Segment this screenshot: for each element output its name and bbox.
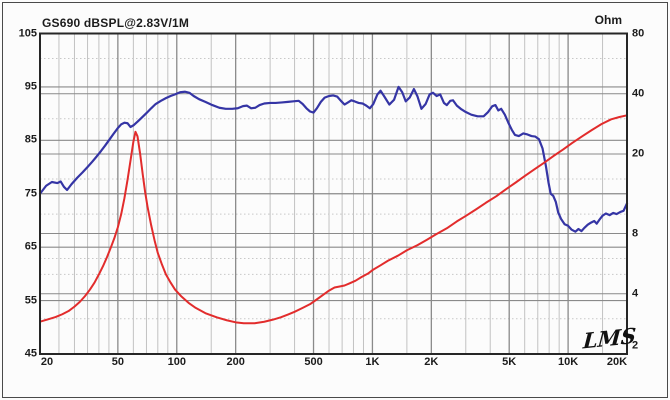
y-left-tick-label: 105 xyxy=(18,27,37,39)
impedance-curve xyxy=(39,114,628,325)
y-left-tick-label: 95 xyxy=(24,80,37,93)
y-right-tick-label: 4 xyxy=(632,287,639,300)
plot-frame xyxy=(39,32,628,355)
x-axis-tick-label: 2K xyxy=(424,356,439,368)
x-axis-tick-label: 200 xyxy=(226,356,245,368)
gridlines-horizontal-minor xyxy=(40,57,627,320)
x-axis-tick-label: 20K xyxy=(606,356,628,368)
y-left-tick-label: 75 xyxy=(24,187,37,200)
y-right-tick-label: 20 xyxy=(632,147,645,160)
y-left-tick-label: 55 xyxy=(24,294,37,307)
x-axis-tick-label: 5K xyxy=(502,356,517,368)
y-left-tick-label: 45 xyxy=(24,347,37,360)
right-axis-unit-label: Ohm xyxy=(594,13,622,27)
y-right-tick-label: 40 xyxy=(632,87,645,100)
x-axis-tick-label: 50 xyxy=(111,356,124,368)
x-axis-tick-label: 20 xyxy=(40,356,54,368)
y-right-tick-label: 2 xyxy=(632,339,639,352)
x-axis-tick-label: 500 xyxy=(304,356,323,368)
y-left-tick-label: 65 xyxy=(24,240,37,253)
x-axis-tick-label: 100 xyxy=(167,356,186,368)
spl-curve xyxy=(38,85,629,233)
x-axis-tick-label: 10K xyxy=(558,356,579,368)
x-axis-tick-label: 1K xyxy=(365,356,380,368)
chart-title: GS690 dBSPL@2.83V/1M xyxy=(42,16,190,30)
y-left-tick-label: 85 xyxy=(24,133,37,146)
y-right-tick-label: 8 xyxy=(632,227,639,240)
lms-logo: LMS xyxy=(582,322,637,354)
y-right-tick-label: 80 xyxy=(632,27,645,39)
